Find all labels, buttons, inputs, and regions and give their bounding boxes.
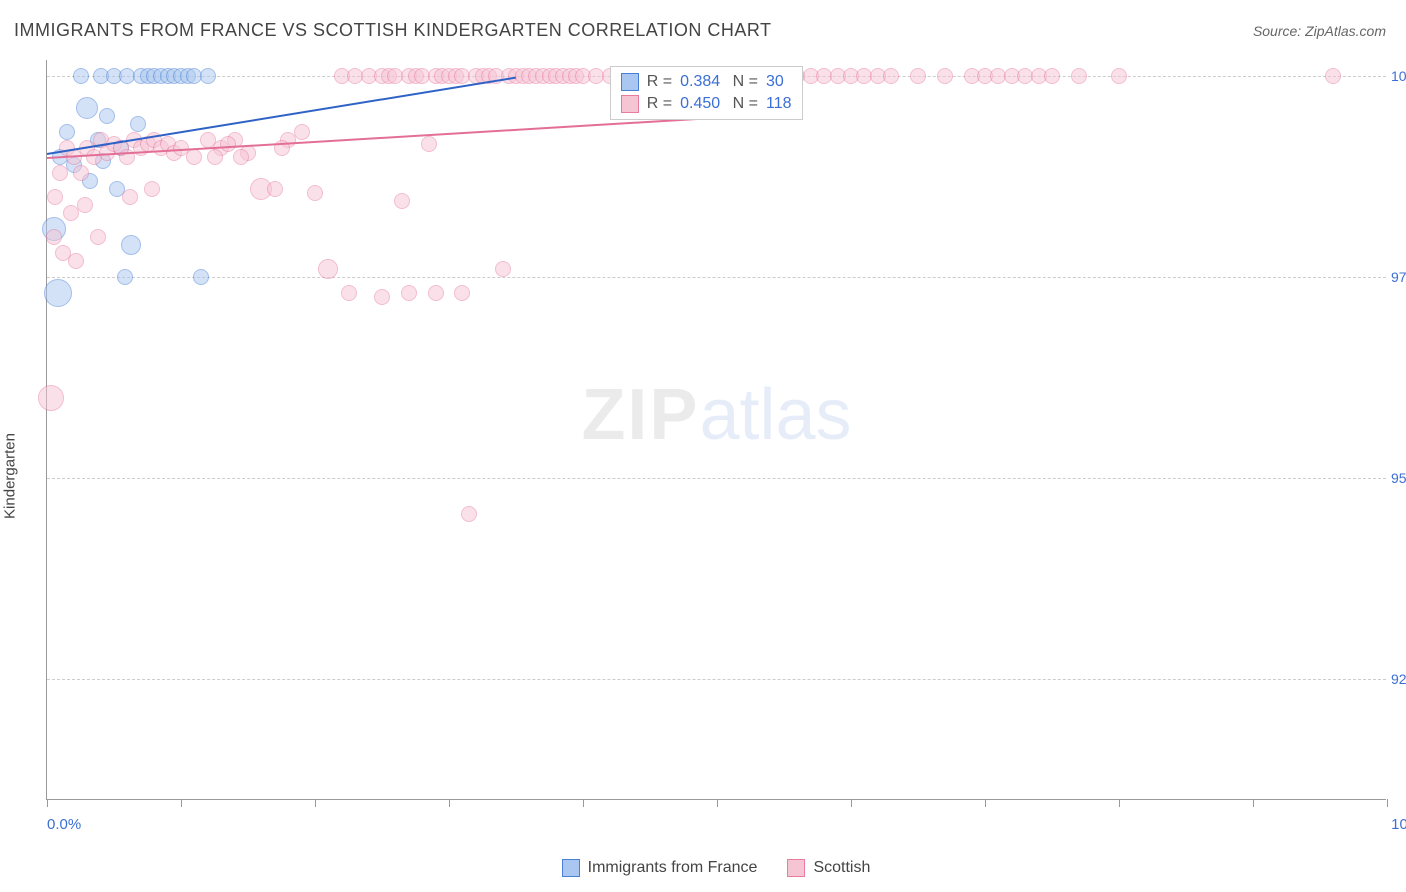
scatter-point	[341, 285, 357, 301]
legend-item-label: Immigrants from France	[588, 859, 758, 877]
legend-item-label: Scottish	[813, 859, 870, 877]
legend-n-value: 118	[766, 95, 792, 113]
legend-r-value: 0.384	[680, 73, 720, 91]
chart-area: Kindergarten ZIPatlas 92.5%95.0%97.5%100…	[0, 60, 1406, 892]
x-tick	[449, 799, 450, 807]
x-tick	[1253, 799, 1254, 807]
x-tick	[583, 799, 584, 807]
legend-bottom: Immigrants from France Scottish	[46, 859, 1386, 877]
legend-r-label: R =	[647, 95, 672, 113]
scatter-point	[910, 68, 926, 84]
chart-header: IMMIGRANTS FROM FRANCE VS SCOTTISH KINDE…	[0, 0, 1406, 51]
scatter-point	[76, 97, 98, 119]
scatter-point	[77, 197, 93, 213]
legend-n-value: 30	[766, 73, 784, 91]
scatter-point	[428, 285, 444, 301]
legend-r-value: 0.450	[680, 95, 720, 113]
scatter-point	[73, 165, 89, 181]
scatter-point	[207, 149, 223, 165]
scatter-point	[193, 269, 209, 285]
scatter-point	[117, 269, 133, 285]
y-tick-label: 100.0%	[1391, 68, 1406, 84]
gridline-h	[47, 277, 1386, 278]
x-tick	[47, 799, 48, 807]
scatter-point	[73, 68, 89, 84]
x-min-label: 0.0%	[47, 816, 81, 833]
legend-swatch	[621, 95, 639, 113]
x-tick	[1387, 799, 1388, 807]
scatter-point	[318, 259, 338, 279]
x-max-label: 100.0%	[1391, 816, 1406, 833]
scatter-point	[454, 285, 470, 301]
scatter-point	[421, 136, 437, 152]
scatter-point	[38, 385, 64, 411]
scatter-point	[59, 124, 75, 140]
legend-swatch	[562, 859, 580, 877]
gridline-h	[47, 679, 1386, 680]
watermark: ZIPatlas	[581, 374, 851, 456]
scatter-point	[200, 68, 216, 84]
x-tick	[985, 799, 986, 807]
scatter-point	[121, 235, 141, 255]
scatter-point	[1325, 68, 1341, 84]
scatter-point	[307, 185, 323, 201]
correlation-legend: R = 0.384 N = 30 R = 0.450 N = 118	[610, 66, 803, 120]
scatter-point	[495, 261, 511, 277]
scatter-point	[47, 189, 63, 205]
x-tick	[315, 799, 316, 807]
scatter-point	[401, 285, 417, 301]
y-tick-label: 92.5%	[1391, 671, 1406, 687]
scatter-point	[394, 193, 410, 209]
x-tick	[1119, 799, 1120, 807]
scatter-point	[122, 189, 138, 205]
x-tick	[851, 799, 852, 807]
scatter-point	[937, 68, 953, 84]
legend-n-label: N =	[728, 95, 758, 113]
scatter-point	[46, 229, 62, 245]
legend-item: Scottish	[787, 859, 870, 877]
scatter-point	[130, 116, 146, 132]
y-tick-label: 95.0%	[1391, 470, 1406, 486]
scatter-point	[1071, 68, 1087, 84]
x-tick	[717, 799, 718, 807]
chart-title: IMMIGRANTS FROM FRANCE VS SCOTTISH KINDE…	[14, 20, 772, 41]
legend-n-label: N =	[728, 73, 758, 91]
y-tick-label: 97.5%	[1391, 269, 1406, 285]
scatter-point	[233, 149, 249, 165]
legend-row: R = 0.384 N = 30	[621, 71, 792, 93]
scatter-point	[1044, 68, 1060, 84]
scatter-point	[883, 68, 899, 84]
y-axis-label: Kindergarten	[2, 433, 19, 519]
scatter-point	[1111, 68, 1127, 84]
scatter-point	[52, 165, 68, 181]
scatter-point	[90, 229, 106, 245]
scatter-point	[144, 181, 160, 197]
legend-row: R = 0.450 N = 118	[621, 93, 792, 115]
legend-r-label: R =	[647, 73, 672, 91]
legend-swatch	[787, 859, 805, 877]
scatter-point	[186, 149, 202, 165]
scatter-point	[374, 289, 390, 305]
watermark-zip: ZIP	[581, 375, 699, 455]
legend-swatch	[621, 73, 639, 91]
chart-source: Source: ZipAtlas.com	[1253, 23, 1386, 39]
plot-region: ZIPatlas 92.5%95.0%97.5%100.0%0.0%100.0%…	[46, 60, 1386, 800]
scatter-point	[461, 506, 477, 522]
scatter-point	[99, 108, 115, 124]
scatter-point	[294, 124, 310, 140]
scatter-point	[68, 253, 84, 269]
scatter-point	[44, 279, 72, 307]
scatter-point	[267, 181, 283, 197]
gridline-h	[47, 478, 1386, 479]
scatter-point	[220, 136, 236, 152]
legend-item: Immigrants from France	[562, 859, 758, 877]
watermark-atlas: atlas	[699, 375, 851, 455]
x-tick	[181, 799, 182, 807]
